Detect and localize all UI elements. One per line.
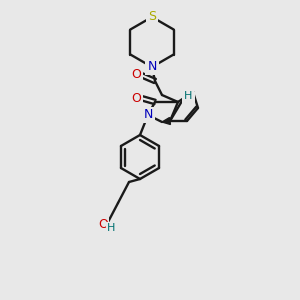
Text: O: O — [131, 68, 141, 82]
Text: O: O — [184, 94, 193, 103]
Text: N: N — [147, 61, 157, 74]
Text: S: S — [148, 11, 156, 23]
Text: N: N — [143, 109, 153, 122]
Polygon shape — [162, 118, 170, 124]
Text: H: H — [184, 91, 192, 101]
Text: O: O — [98, 218, 108, 230]
Text: O: O — [131, 92, 141, 104]
Text: H: H — [107, 223, 115, 233]
